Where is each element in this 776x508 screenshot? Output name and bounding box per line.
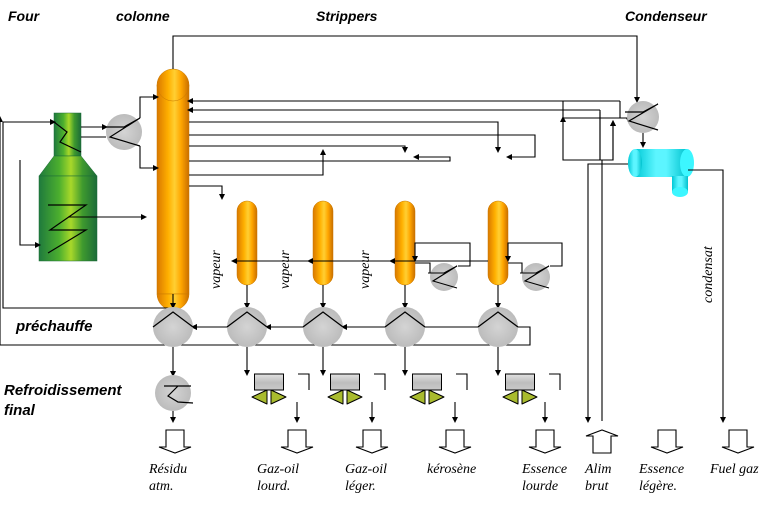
svg-text:vapeur: vapeur bbox=[209, 250, 224, 289]
svg-text:vapeur: vapeur bbox=[358, 250, 373, 289]
svg-text:vapeur: vapeur bbox=[278, 250, 293, 289]
svg-text:condensat: condensat bbox=[701, 245, 716, 303]
